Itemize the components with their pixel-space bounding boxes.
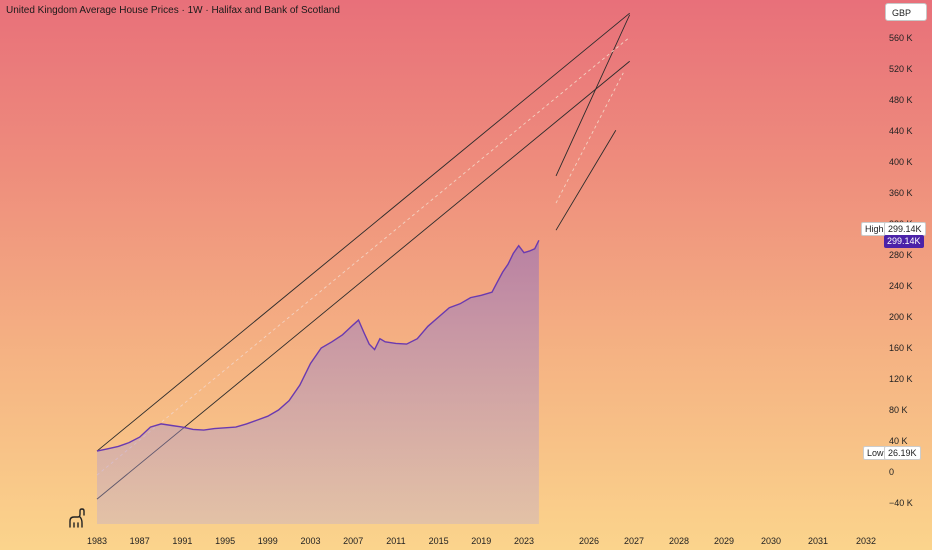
- y-tick-label: 0: [889, 467, 894, 477]
- y-axis: −40 K 0 40 K 80 K 120 K 160 K 200 K 240 K 280 K 3…: [889, 33, 913, 508]
- x-tick-label: 2031: [808, 536, 828, 546]
- y-tick-label: 200 K: [889, 312, 913, 322]
- high-value: 299.14K: [884, 222, 926, 236]
- x-tick-label: 2003: [300, 536, 320, 546]
- y-tick-label: 360 K: [889, 188, 913, 198]
- x-tick-label: 1999: [258, 536, 278, 546]
- y-tick-label: 80 K: [889, 405, 908, 415]
- y-tick-label: 560 K: [889, 33, 913, 43]
- y-tick-label: 240 K: [889, 281, 913, 291]
- x-tick-label: 1983: [87, 536, 107, 546]
- channel-line-1: [96, 60, 630, 500]
- x-tick-label: 2030: [761, 536, 781, 546]
- y-tick-label: 480 K: [889, 95, 913, 105]
- tradingview-dino-icon[interactable]: [66, 507, 88, 529]
- channel-midline-0: [96, 36, 630, 476]
- x-tick-label: 2019: [471, 536, 491, 546]
- channel-lines: [96, 12, 631, 500]
- x-tick-label: 1991: [172, 536, 192, 546]
- x-tick-label: 2007: [343, 536, 363, 546]
- x-tick-label: 1987: [130, 536, 150, 546]
- y-tick-label: 160 K: [889, 343, 913, 353]
- high-label: High: [861, 222, 888, 236]
- y-tick-label: 440 K: [889, 126, 913, 136]
- chart-title: United Kingdom Average House Prices · 1W…: [6, 5, 340, 16]
- y-tick-label: 40 K: [889, 436, 908, 446]
- channel-line-0: [96, 12, 630, 452]
- channel-line-2: [555, 14, 631, 177]
- x-axis: 1983 1987 1991 1995 1999 2003 2007 2011 2015 2019…: [87, 536, 876, 546]
- x-tick-label: 2026: [579, 536, 599, 546]
- x-tick-label: 2015: [429, 536, 449, 546]
- x-tick-label: 2032: [856, 536, 876, 546]
- x-tick-label: 2027: [624, 536, 644, 546]
- current-price-badge: 299.14K: [884, 235, 924, 248]
- y-tick-label: 520 K: [889, 64, 913, 74]
- x-tick-label: 2029: [714, 536, 734, 546]
- low-value: 26.19K: [884, 446, 921, 460]
- x-tick-label: 2028: [669, 536, 689, 546]
- currency-button[interactable]: GBP: [885, 3, 927, 21]
- price-line[interactable]: [96, 239, 540, 452]
- y-tick-label: 400 K: [889, 157, 913, 167]
- x-tick-label: 2023: [514, 536, 534, 546]
- y-tick-label: 120 K: [889, 374, 913, 384]
- x-tick-label: 2011: [386, 536, 405, 546]
- price-area: [96, 239, 540, 525]
- y-tick-label: −40 K: [889, 498, 913, 508]
- channel-midline-1: [555, 72, 624, 204]
- price-area-fill: [97, 240, 539, 525]
- x-tick-label: 1995: [215, 536, 235, 546]
- y-tick-label: 280 K: [889, 250, 913, 260]
- channel-line-3: [555, 129, 617, 231]
